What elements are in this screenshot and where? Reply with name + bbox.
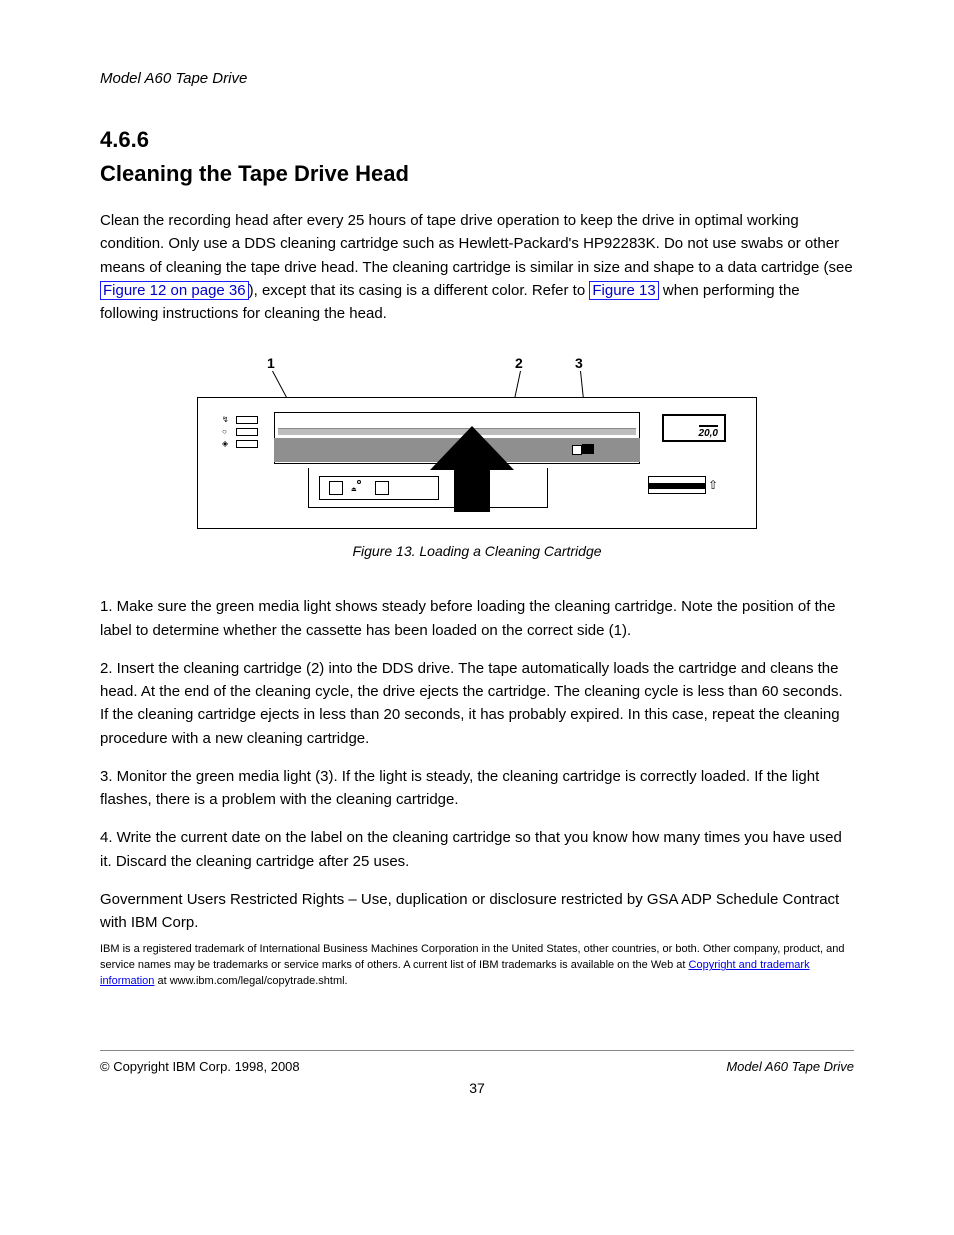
figure13-link[interactable]: Figure 13 xyxy=(589,281,658,300)
legal-trademarks-b: at www.ibm.com/legal/copytrade.shtml. xyxy=(154,975,347,987)
figure13: 1 2 3 ↯ ○ ◈ ⏏ xyxy=(197,355,757,529)
eject-arrow-icon: ⇧ xyxy=(708,478,718,492)
step-4: 4. Write the current date on the label o… xyxy=(100,826,854,873)
control-subpanel: ⏏ xyxy=(308,468,548,508)
footer-doc-title: Model A60 Tape Drive xyxy=(726,1059,854,1074)
control-small-label: ⏏ xyxy=(351,486,357,493)
figure12-link[interactable]: Figure 12 on page 36 xyxy=(100,281,249,300)
indicator-symbol-2: ○ xyxy=(222,428,227,436)
indicator-led-3 xyxy=(236,440,258,448)
display-value: 20,0 xyxy=(699,425,718,439)
callout-3: 3 xyxy=(575,355,583,371)
indicator-symbol-1: ↯ xyxy=(222,416,229,424)
tape-drive-front-panel: ↯ ○ ◈ ⏏ 20,0 ⇧ xyxy=(197,397,757,529)
legal-block: Government Users Restricted Rights – Use… xyxy=(100,888,854,990)
control-button-b xyxy=(375,481,389,495)
intro-text-b: ), except that its casing is a different… xyxy=(249,282,590,299)
step-3: 3. Monitor the green media light (3). If… xyxy=(100,765,854,812)
aux-card-slot xyxy=(648,476,706,494)
page-number: 37 xyxy=(100,1080,854,1096)
intro-paragraph: Clean the recording head after every 25 … xyxy=(100,209,854,325)
legal-restricted-rights: Government Users Restricted Rights – Use… xyxy=(100,888,854,935)
page-footer: © Copyright IBM Corp. 1998, 2008 Model A… xyxy=(100,1059,854,1074)
display-panel: 20,0 xyxy=(662,414,726,442)
figure13-caption: Figure 13. Loading a Cleaning Cartridge xyxy=(100,543,854,559)
document-page: Model A60 Tape Drive 4.6.6 Cleaning the … xyxy=(0,0,954,1235)
control-button-a xyxy=(329,481,343,495)
step-2: 2. Insert the cleaning cartridge (2) int… xyxy=(100,657,854,750)
figure-callouts: 1 2 3 xyxy=(197,355,757,397)
legal-trademarks: IBM is a registered trademark of Interna… xyxy=(100,942,854,990)
indicator-symbol-3: ◈ xyxy=(222,440,228,448)
callout-2: 2 xyxy=(515,355,523,371)
intro-text-a: Clean the recording head after every 25 … xyxy=(100,212,853,276)
section-number: 4.6.6 xyxy=(100,127,854,153)
step-1: 1. Make sure the green media light shows… xyxy=(100,595,854,642)
media-light xyxy=(582,444,594,454)
footer-rule xyxy=(100,1050,854,1051)
indicator-led-1 xyxy=(236,416,258,424)
running-head: Model A60 Tape Drive xyxy=(100,70,854,87)
callout-1: 1 xyxy=(267,355,275,371)
indicator-led-2 xyxy=(236,428,258,436)
section-title: Cleaning the Tape Drive Head xyxy=(100,161,854,187)
footer-copyright: © Copyright IBM Corp. 1998, 2008 xyxy=(100,1059,300,1074)
